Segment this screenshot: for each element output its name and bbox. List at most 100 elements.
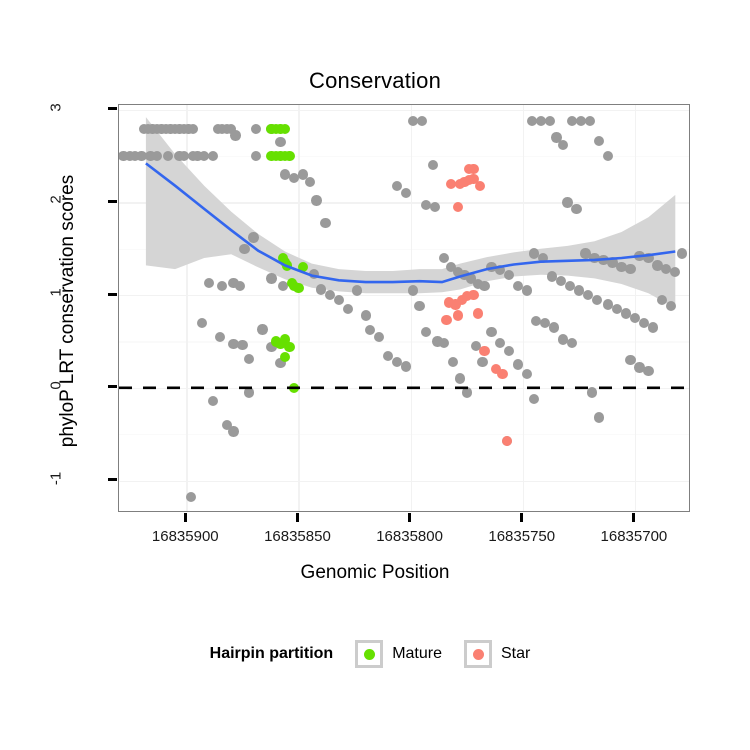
data-point-other [571, 203, 582, 215]
data-point-other [248, 232, 259, 243]
data-point-other [439, 252, 450, 264]
data-point-other [470, 340, 481, 352]
data-point-other [629, 313, 641, 324]
data-point-other [452, 266, 463, 278]
data-point-other [145, 150, 156, 162]
data-point-other [589, 252, 600, 264]
legend-label-star: Star [501, 645, 531, 662]
data-point-other [257, 324, 268, 335]
gridline-x [298, 105, 300, 511]
x-tick [295, 513, 299, 522]
data-point-other [277, 280, 288, 291]
data-point-other [656, 294, 667, 305]
legend: Hairpin partition Mature Star [0, 640, 750, 668]
data-point-other [119, 150, 129, 162]
data-point-other [266, 273, 277, 284]
data-point-star [468, 163, 479, 175]
data-point-other [391, 180, 403, 191]
data-point-other [243, 353, 255, 365]
gridline-y [119, 480, 689, 482]
gridline-x [186, 105, 188, 511]
data-point-other [643, 365, 654, 377]
data-point-other [504, 345, 515, 356]
plot-panel [118, 104, 690, 512]
data-point-other [513, 280, 524, 291]
data-point-other [528, 393, 540, 405]
data-point-other [495, 264, 506, 276]
data-point-other [537, 252, 549, 264]
data-point-other [208, 395, 219, 406]
data-point-other [342, 303, 353, 315]
x-tick-label: 16835750 [488, 528, 556, 545]
data-point-other [414, 301, 425, 312]
gridline-y [119, 387, 689, 390]
data-point-other [250, 150, 261, 162]
data-point-other [250, 123, 261, 135]
data-point-other [625, 354, 636, 366]
data-point-other [676, 248, 688, 259]
data-point-mature [297, 262, 309, 273]
gridline-y [119, 295, 689, 297]
data-point-other [602, 299, 614, 310]
data-point-star [474, 180, 486, 191]
data-point-other [288, 173, 300, 184]
data-point-other [297, 169, 309, 180]
data-point-other [625, 263, 636, 275]
data-point-other [421, 327, 432, 338]
page-title: Conservation [308, 68, 442, 93]
data-point-other [360, 310, 371, 321]
data-point-other [665, 301, 676, 312]
data-point-other [203, 277, 214, 289]
legend-item-star[interactable]: Star [464, 640, 540, 668]
data-point-other [504, 269, 515, 280]
data-point-other [304, 176, 315, 188]
data-point-other [351, 285, 362, 296]
data-point-other [526, 115, 537, 126]
data-point-other [400, 187, 412, 199]
data-point-other [584, 115, 596, 126]
data-point-other [151, 150, 163, 162]
legend-key-star [464, 640, 492, 668]
data-point-other [593, 412, 605, 423]
data-point-other [535, 115, 546, 126]
data-point-other [185, 492, 196, 503]
data-point-star [441, 314, 452, 326]
data-point-other [234, 280, 246, 291]
y-tick-label: 2 [47, 195, 65, 205]
data-point-other [217, 280, 228, 291]
legend-item-mature[interactable]: Mature [355, 640, 452, 668]
data-point-other [192, 150, 203, 162]
data-point-other [320, 217, 331, 228]
data-point-star [468, 174, 479, 185]
data-point-other [416, 115, 427, 126]
x-tick-label: 16835700 [600, 528, 668, 545]
data-point-star [472, 308, 484, 319]
gridline-y-minor [119, 248, 689, 250]
gridline-x [634, 105, 637, 511]
data-point-other [315, 284, 327, 295]
data-point-other [477, 356, 488, 368]
data-point-other [333, 294, 344, 305]
data-point-other [643, 252, 654, 264]
data-point-other [309, 268, 320, 279]
data-point-mature [293, 282, 304, 293]
data-point-other [573, 285, 584, 296]
data-point-other [616, 262, 627, 273]
data-point-other [495, 338, 506, 349]
data-point-other [540, 317, 551, 329]
data-point-other [593, 136, 605, 147]
data-point-star [452, 310, 463, 321]
y-tick-label: 3 [47, 102, 65, 112]
data-point-other [661, 263, 672, 275]
data-point-other [275, 357, 286, 368]
data-point-other [591, 294, 602, 305]
y-tick-label: -1 [47, 471, 65, 485]
data-point-star [452, 201, 463, 213]
data-point-other [611, 303, 623, 315]
data-point-other [196, 317, 208, 329]
y-tick [108, 107, 117, 111]
data-point-other [228, 277, 239, 289]
data-point-other [275, 136, 286, 148]
data-point-other [522, 285, 533, 296]
